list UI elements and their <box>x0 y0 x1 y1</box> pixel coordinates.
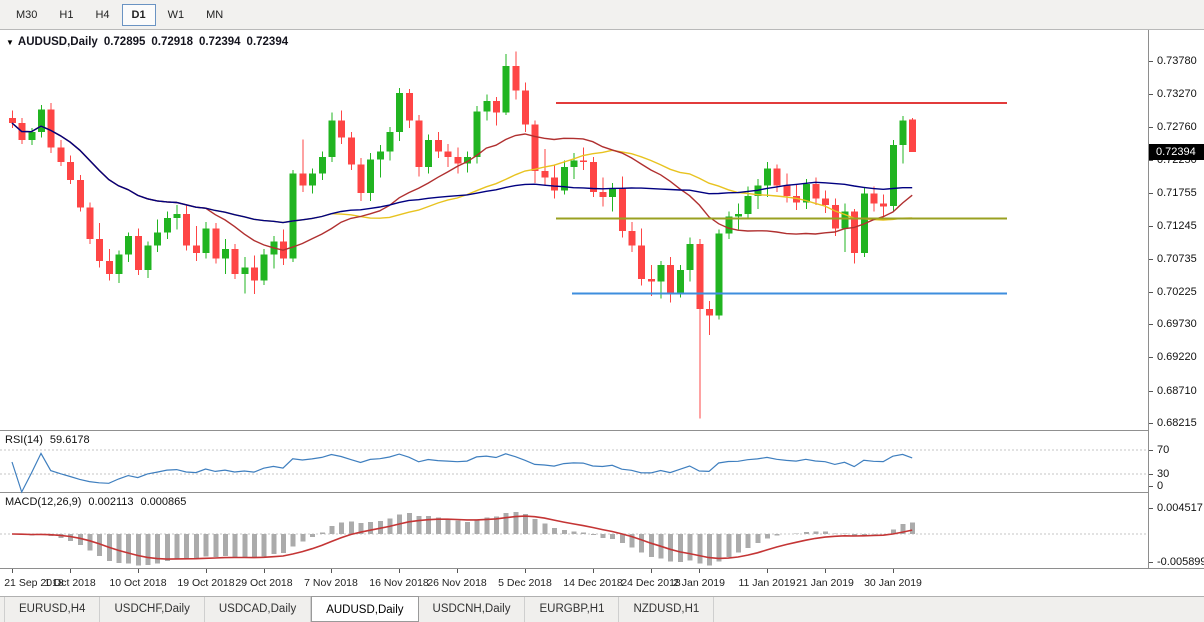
macd-scale-label: -0.005899 <box>1149 557 1204 568</box>
chart-tab-usdcad-daily[interactable]: USDCAD,Daily <box>205 597 312 622</box>
time-axis-tick <box>399 569 400 573</box>
time-axis[interactable]: 21 Sep 2018 1 Oct 2018 10 Oct 2018 19 Oct 2… <box>0 568 1204 596</box>
time-axis-label: 11 Jan 2019 <box>738 577 796 589</box>
time-axis-label: 24 Dec 2018 <box>621 577 681 589</box>
time-axis-tick <box>206 569 207 573</box>
chart-tab-eurusd-h4[interactable]: EURUSD,H4 <box>4 597 101 622</box>
time-axis-label: 19 Oct 2018 <box>177 577 235 589</box>
time-axis-label: 14 Dec 2018 <box>563 577 623 589</box>
time-axis-tick <box>651 569 652 573</box>
macd-scale-label: 0.004517 <box>1149 503 1204 514</box>
time-axis-tick <box>12 569 13 573</box>
timeframe-button-d1[interactable]: D1 <box>121 3 156 26</box>
time-axis-tick <box>825 569 826 573</box>
time-axis-label: 26 Nov 2018 <box>427 577 487 589</box>
timeframe-button-m30[interactable]: M30 <box>16 8 38 21</box>
chart-tab-usdchf-daily[interactable]: USDCHF,Daily <box>100 597 205 622</box>
time-axis-tick <box>767 569 768 573</box>
timeframe-toolbar: M30 H1 H4 D1 W1 MN <box>0 0 1204 30</box>
chart-tab-eurgbp-h1[interactable]: EURGBP,H1 <box>525 597 620 622</box>
time-axis-tick <box>893 569 894 573</box>
price-axis-label: 0.73270 <box>1149 89 1204 100</box>
time-axis-label: 2 Jan 2019 <box>673 577 725 589</box>
time-axis-tick <box>331 569 332 573</box>
time-axis-tick <box>699 569 700 573</box>
price-axis-label: 0.71755 <box>1149 188 1204 199</box>
rsi-scale-label: 70 <box>1149 445 1204 456</box>
price-axis-label: 0.70735 <box>1149 254 1204 265</box>
time-axis-label: 16 Nov 2018 <box>369 577 429 589</box>
timeframe-button-h4[interactable]: H4 <box>95 8 110 21</box>
chart-tab-audusd-daily[interactable]: AUDUSD,Daily <box>311 596 419 622</box>
price-axis-label: 0.69220 <box>1149 352 1204 363</box>
price-axis-label: 0.73780 <box>1149 56 1204 67</box>
chart-tab-usdcnh-daily[interactable]: USDCNH,Daily <box>419 597 526 622</box>
time-axis-tick <box>70 569 71 573</box>
price-axis-label: 0.72250 <box>1149 155 1204 166</box>
price-axis-label: 0.68215 <box>1149 418 1204 429</box>
timeframe-button-w1[interactable]: W1 <box>167 8 185 21</box>
price-axis-label: 0.70225 <box>1149 287 1204 298</box>
time-axis-tick <box>593 569 594 573</box>
time-axis-label: 7 Nov 2018 <box>304 577 358 589</box>
time-axis-label: 10 Oct 2018 <box>109 577 167 589</box>
chart-tab-nzdusd-h1[interactable]: NZDUSD,H1 <box>619 597 715 622</box>
time-axis-label: 30 Jan 2019 <box>864 577 922 589</box>
timeframe-button-h1[interactable]: H1 <box>59 8 74 21</box>
rsi-scale-label: 0 <box>1149 481 1204 492</box>
current-price-badge: 0.72394 <box>1149 144 1204 160</box>
chart-canvas <box>0 51 1148 566</box>
price-axis[interactable]: 0.73780 0.73270 0.72760 0.72250 0.71755 0.712… <box>1148 30 1204 568</box>
price-axis-label: 0.69730 <box>1149 319 1204 330</box>
price-axis-label: 0.71245 <box>1149 221 1204 232</box>
time-axis-label: 5 Dec 2018 <box>498 577 552 589</box>
rsi-scale-label: 30 <box>1149 469 1204 480</box>
time-axis-label: 1 Oct 2018 <box>44 577 96 589</box>
main-chart-plot[interactable]: ▼ AUDUSD,Daily 0.72895 0.72918 0.72394 0… <box>0 30 1148 568</box>
time-axis-label: 21 Sep 2018 <box>4 577 64 589</box>
time-axis-tick <box>138 569 139 573</box>
time-axis-tick <box>264 569 265 573</box>
time-axis-label: 29 Oct 2018 <box>235 577 293 589</box>
chart-tabs-bar: EURUSD,H4 USDCHF,Daily USDCAD,Daily AUDUSD,… <box>0 596 1204 622</box>
price-axis-label: 0.68710 <box>1149 386 1204 397</box>
time-axis-label: 21 Jan 2019 <box>796 577 854 589</box>
time-axis-tick <box>457 569 458 573</box>
timeframe-button-mn[interactable]: MN <box>206 8 224 21</box>
time-axis-tick <box>525 569 526 573</box>
price-axis-label: 0.72760 <box>1149 122 1204 133</box>
